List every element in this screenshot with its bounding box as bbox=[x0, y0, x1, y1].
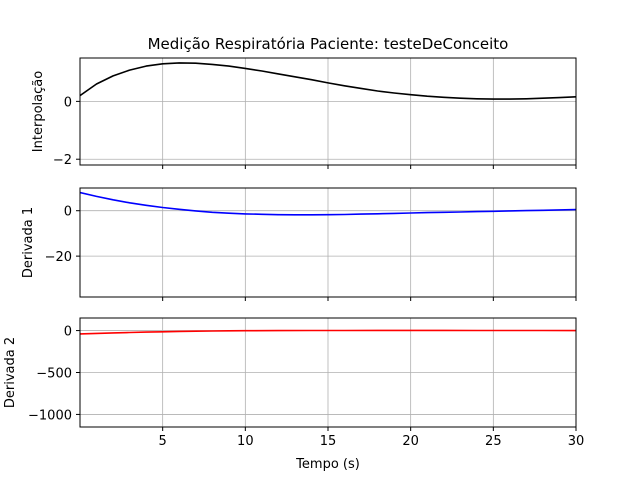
x-axis-label: Tempo (s) bbox=[295, 457, 360, 472]
y-tick-label: −20 bbox=[45, 250, 72, 265]
series-line-2 bbox=[80, 191, 576, 216]
chart-title: Medição Respiratória Paciente: testeDeCo… bbox=[148, 35, 509, 53]
x-tick-label: 25 bbox=[485, 434, 502, 449]
x-tick-label: 20 bbox=[402, 434, 419, 449]
y-tick-label: 0 bbox=[64, 95, 72, 110]
y-tick-label: 0 bbox=[64, 325, 72, 340]
y-tick-label: −2 bbox=[53, 153, 72, 168]
subplot-1: −2 0 Interpolação bbox=[31, 57, 577, 169]
x-tick-label: 30 bbox=[568, 434, 585, 449]
y-tick-label: −1000 bbox=[28, 408, 72, 423]
y-tick-label: −500 bbox=[36, 367, 72, 382]
x-tick-label: 5 bbox=[159, 434, 167, 449]
subplot-2: −20 0 Derivada 1 bbox=[21, 187, 577, 301]
y-axis-label: Derivada 1 bbox=[21, 207, 36, 278]
x-tick-label: 10 bbox=[237, 434, 254, 449]
y-axis-label: Derivada 2 bbox=[3, 337, 18, 408]
subplot-3: 5 10 15 20 25 30 −1000 −500 0 Derivada 2 Tempo (s) bbox=[3, 317, 585, 472]
series-line-1 bbox=[80, 62, 576, 100]
y-tick-label: 0 bbox=[64, 205, 72, 220]
y-axis-label: Interpolação bbox=[31, 71, 46, 152]
series-line-3 bbox=[80, 329, 576, 335]
x-tick-label: 15 bbox=[320, 434, 337, 449]
